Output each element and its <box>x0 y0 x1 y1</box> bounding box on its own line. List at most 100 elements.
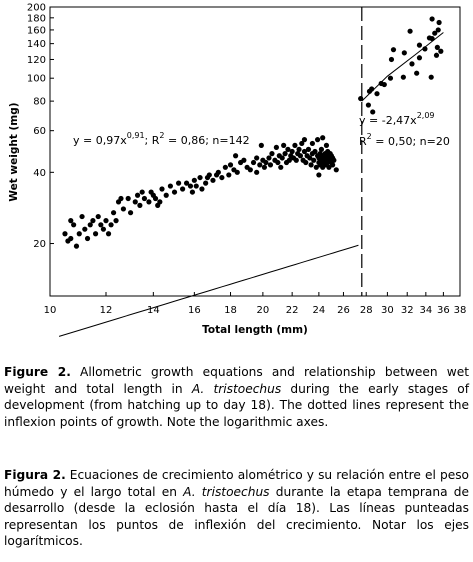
data-point-early <box>285 146 291 152</box>
data-point-late <box>390 47 397 53</box>
x-tick-label: 18 <box>224 305 237 316</box>
caption-text-es-2: durante la etapa temprana de desarrollo … <box>4 484 470 549</box>
data-point-early <box>296 146 302 152</box>
y-tick-label: 100 <box>27 74 46 85</box>
data-point-early <box>293 157 299 163</box>
data-point-early <box>250 159 257 166</box>
data-point-late <box>381 81 387 88</box>
data-point-early <box>203 180 209 186</box>
x-tick-label: 24 <box>313 305 326 316</box>
data-point-early <box>118 195 124 202</box>
data-point-early <box>275 159 281 166</box>
y-axis-title: Wet weight (mg) <box>8 102 20 201</box>
y-tick-label: 60 <box>33 126 46 137</box>
data-point-early <box>269 151 275 157</box>
data-point-early <box>308 162 314 168</box>
x-tick-label: 16 <box>188 305 201 316</box>
data-point-early <box>146 199 152 205</box>
data-point-early <box>82 226 88 232</box>
data-point-early <box>100 226 107 232</box>
data-point-early <box>226 172 232 178</box>
data-point-early <box>127 210 134 216</box>
data-point-late <box>429 36 435 42</box>
data-point-early <box>326 164 332 170</box>
data-point-early <box>234 169 240 175</box>
data-point-early <box>227 162 234 168</box>
data-point-early <box>157 199 163 205</box>
data-point-early <box>105 231 112 237</box>
data-point-early <box>87 222 93 228</box>
data-point-late <box>387 75 394 81</box>
x-tick-label: 14 <box>147 305 160 316</box>
data-point-late <box>358 95 364 102</box>
equation-right-line2: R2 = 0,50; n=20 <box>359 132 450 148</box>
x-tick-label: 38 <box>454 305 467 316</box>
data-point-early <box>120 206 127 212</box>
data-point-early <box>301 137 308 143</box>
data-point-early <box>323 142 330 148</box>
data-point-early <box>258 142 264 148</box>
data-point-early <box>199 186 205 192</box>
data-point-early <box>159 186 165 192</box>
data-point-late <box>428 74 434 80</box>
data-point-early <box>187 183 194 189</box>
data-point-early <box>204 174 211 181</box>
x-tick-label: 34 <box>419 305 432 316</box>
data-point-early <box>76 231 82 237</box>
x-tick-label: 22 <box>286 305 299 316</box>
data-point-early <box>331 157 337 163</box>
caption-label-es: Figura 2. <box>4 468 66 482</box>
data-point-early <box>279 155 285 161</box>
data-point-early <box>297 153 304 159</box>
data-point-early <box>299 140 305 147</box>
data-point-early <box>314 137 321 143</box>
x-tick-label: 28 <box>360 305 373 316</box>
caption-text-es-1: Ecuaciones de crecimiento alométrico y s… <box>4 468 469 499</box>
data-point-early <box>307 155 313 161</box>
data-point-late <box>414 70 420 76</box>
data-point-early <box>333 167 339 173</box>
data-point-late <box>416 42 423 48</box>
data-point-early <box>281 142 287 148</box>
data-point-early <box>183 180 190 186</box>
y-tick-label: 160 <box>27 25 46 36</box>
x-tick-label: 36 <box>437 305 450 316</box>
data-point-early <box>197 174 203 181</box>
data-point-early <box>180 186 186 192</box>
y-tick-label: 200 <box>27 3 46 14</box>
data-point-early <box>222 164 228 170</box>
data-point-early <box>134 192 141 198</box>
data-point-early <box>152 195 159 202</box>
y-tick-label: 20 <box>33 239 46 250</box>
data-point-early <box>113 218 119 224</box>
regression-lines <box>58 32 444 337</box>
data-point-early <box>254 169 260 175</box>
x-tick-label: 12 <box>100 305 113 316</box>
caption-species-es: A. tristoechus <box>183 484 270 499</box>
data-point-early <box>191 177 197 183</box>
data-point-early <box>320 135 326 141</box>
data-point-early <box>254 155 260 161</box>
y-tick-label: 180 <box>27 13 46 24</box>
data-point-late <box>434 44 440 50</box>
data-point-early <box>263 159 269 166</box>
data-point-early <box>108 222 114 228</box>
data-point-early <box>110 210 117 216</box>
data-point-late <box>370 109 376 115</box>
data-point-early <box>313 164 319 170</box>
data-point-early <box>233 153 239 159</box>
caption-species-en: A. tristoechus <box>191 381 282 396</box>
data-point-early <box>98 222 104 228</box>
data-point-early <box>311 157 317 163</box>
data-point-early <box>301 148 308 155</box>
data-point-early <box>257 162 263 168</box>
x-tick-label: 32 <box>401 305 414 316</box>
data-point-late <box>374 91 380 97</box>
data-point-late <box>432 30 438 36</box>
data-point-late <box>388 56 395 63</box>
data-point-early <box>318 146 325 152</box>
data-point-early <box>289 148 295 155</box>
y-tick-label: 80 <box>33 97 46 108</box>
data-point-early <box>261 164 268 170</box>
fit-line-early <box>58 244 359 337</box>
